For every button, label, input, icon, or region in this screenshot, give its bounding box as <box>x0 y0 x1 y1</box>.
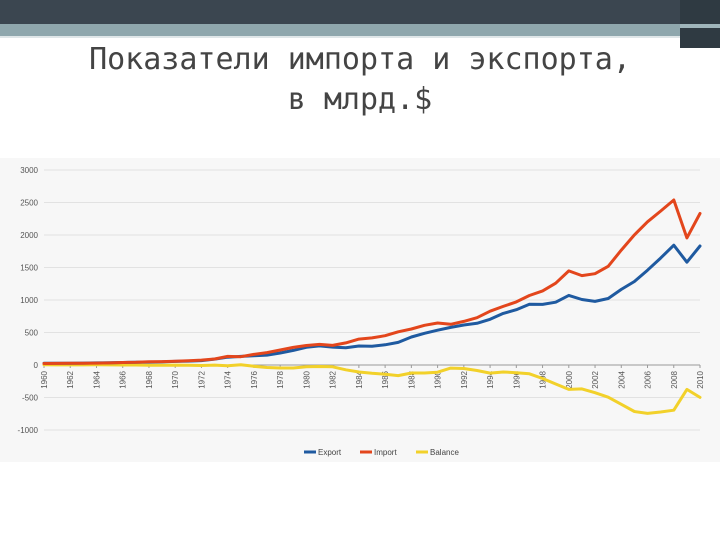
x-tick-label: 2008 <box>670 370 679 388</box>
x-tick-label: 1974 <box>224 370 233 388</box>
x-tick-label: 2004 <box>617 370 626 388</box>
slide-accent-strip <box>0 24 720 36</box>
slide-title-line2: в млрд.$ <box>287 82 433 117</box>
x-tick-label: 2002 <box>591 370 600 388</box>
x-tick-label: 1996 <box>512 370 521 388</box>
x-tick-label: 2006 <box>644 370 653 388</box>
legend-label-balance: Balance <box>430 448 459 457</box>
y-tick-label: 3000 <box>20 166 38 175</box>
y-tick-label: 1500 <box>20 264 38 273</box>
x-tick-label: 1978 <box>276 370 285 388</box>
x-tick-label: 2000 <box>565 370 574 388</box>
chart-legend: Export Import Balance <box>304 448 459 457</box>
legend-label-export: Export <box>318 448 342 457</box>
x-tick-label: 1960 <box>40 370 49 388</box>
x-tick-label: 1982 <box>329 370 338 388</box>
slide-corner-decoration <box>680 0 720 48</box>
series-line-balance <box>42 363 702 415</box>
x-tick-label: 1962 <box>66 370 75 388</box>
x-tick-label: 1992 <box>460 370 469 388</box>
x-tick-label: 1990 <box>434 370 443 388</box>
y-axis-ticks: -1000 -500 0 500 1000 1500 2000 2500 3000 <box>18 166 39 435</box>
x-tick-label: 1986 <box>381 370 390 388</box>
slide-accent-line <box>0 36 720 38</box>
x-tick-label: 1972 <box>197 370 206 388</box>
slide-top-bar <box>0 0 720 24</box>
x-tick-label: 1970 <box>171 370 180 388</box>
y-tick-label: -1000 <box>18 426 39 435</box>
y-tick-label: 1000 <box>20 296 38 305</box>
series-line-export <box>42 243 702 365</box>
legend-label-import: Import <box>374 448 397 457</box>
y-tick-label: -500 <box>22 394 39 403</box>
slide-title: Показатели импорта и экспорта, в млрд.$ <box>60 40 660 120</box>
x-tick-label: 2010 <box>696 370 705 388</box>
x-tick-label: 1976 <box>250 370 259 388</box>
series-line-import <box>42 198 702 365</box>
y-tick-label: 500 <box>25 329 39 338</box>
y-tick-label: 2000 <box>20 231 38 240</box>
y-tick-label: 2500 <box>20 199 38 208</box>
x-tick-label: 1966 <box>119 370 128 388</box>
line-chart: -1000 -500 0 500 1000 1500 2000 2500 3000 1960 19… <box>18 166 705 457</box>
x-tick-label: 1994 <box>486 370 495 388</box>
x-tick-label: 1984 <box>355 370 364 388</box>
x-tick-label: 1988 <box>407 370 416 388</box>
chart-series <box>42 198 702 415</box>
y-tick-label: 0 <box>34 361 39 370</box>
x-tick-label: 1964 <box>92 370 101 388</box>
chart-panel <box>0 158 720 462</box>
slide-title-line1: Показатели импорта и экспорта, <box>89 42 631 77</box>
x-tick-label: 1968 <box>145 370 154 388</box>
x-tick-label: 1980 <box>302 370 311 388</box>
